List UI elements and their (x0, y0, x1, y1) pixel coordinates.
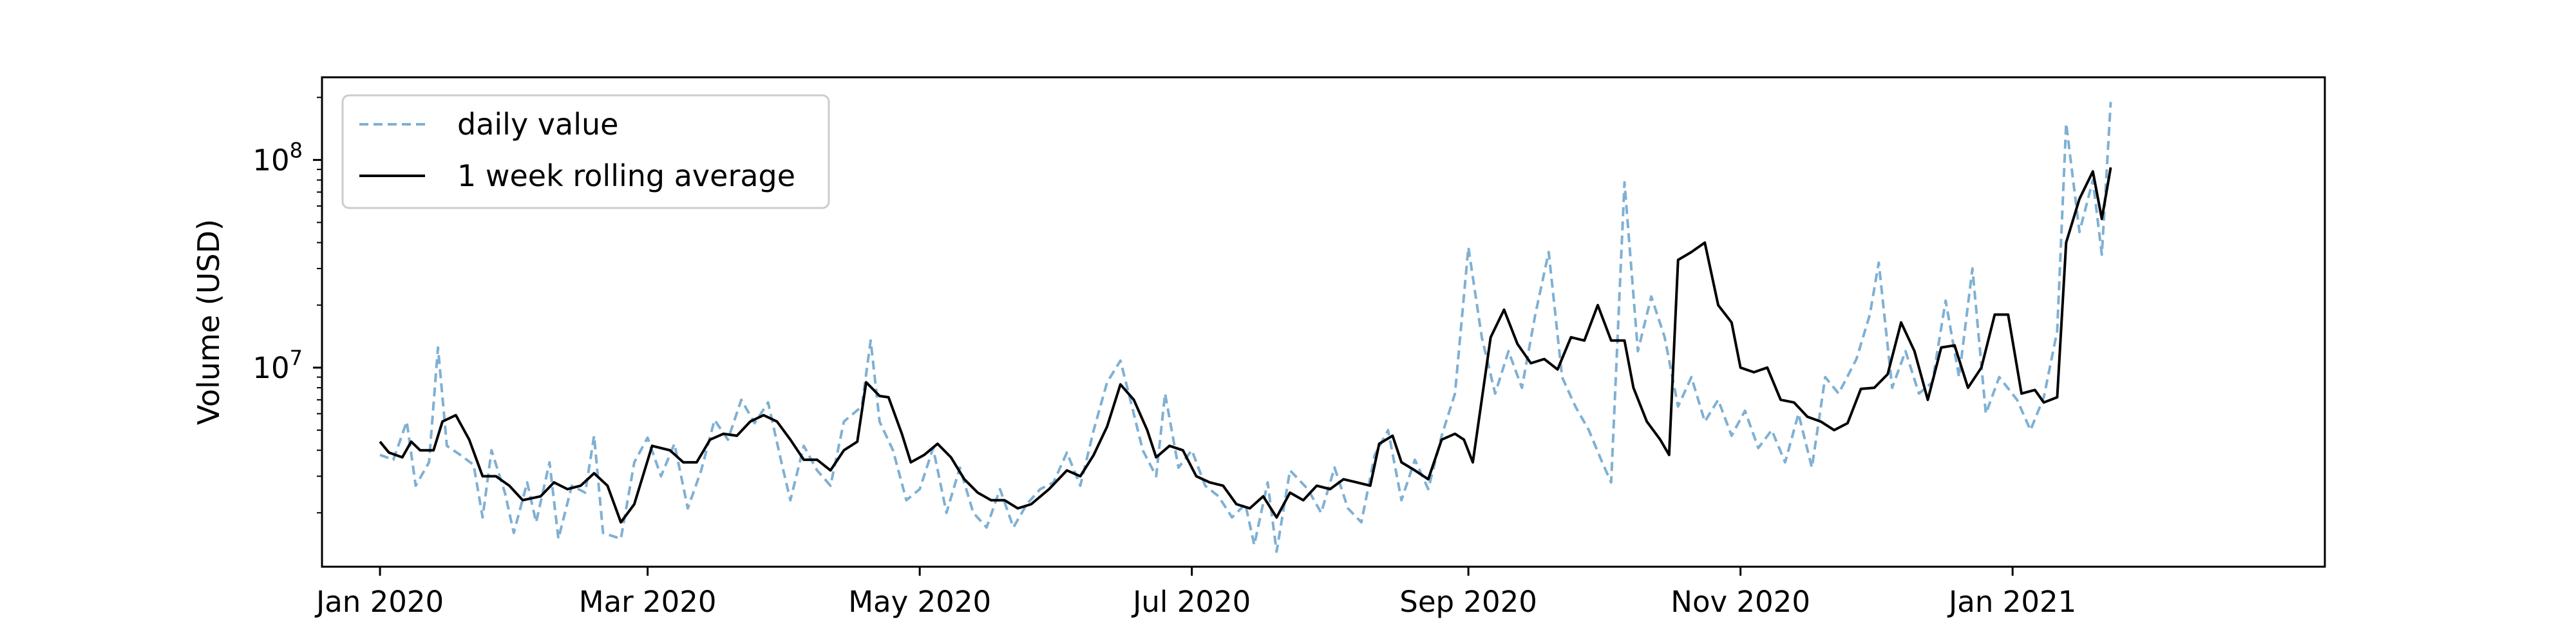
legend-frame (341, 94, 830, 209)
legend-label-rolling-average: 1 week rolling average (457, 158, 795, 193)
x-tick-label: Jul 2020 (1131, 585, 1251, 619)
legend: daily value 1 week rolling average (341, 94, 830, 209)
x-tick-label: Mar 2020 (579, 585, 717, 619)
y-tick-label: 108 (252, 138, 303, 177)
series-line-1-week-rolling-average (379, 167, 2112, 524)
plot-lines (379, 102, 2112, 553)
x-tick-label: May 2020 (848, 585, 991, 619)
y-axis: 107 108 (252, 97, 322, 514)
x-tick-label: Nov 2020 (1671, 585, 1810, 619)
series-line-daily-value (379, 102, 2112, 553)
plot-frame (321, 76, 2326, 568)
x-tick-label: Jan 2020 (314, 585, 444, 619)
y-axis-title: Volume (USD) (191, 219, 226, 425)
x-tick-label: Jan 2021 (1947, 585, 2076, 619)
x-tick-label: Sep 2020 (1399, 585, 1537, 619)
x-axis: Jan 2020 Mar 2020 May 2020 Jul 2020 Sep 2020… (314, 567, 2076, 619)
y-tick-label: 107 (252, 346, 303, 385)
legend-label-daily-value: daily value (457, 107, 618, 142)
